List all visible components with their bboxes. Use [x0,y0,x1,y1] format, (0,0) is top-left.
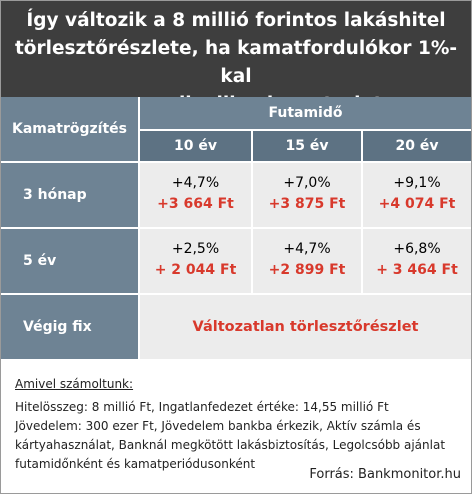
fixed-text: Változatlan törlesztőrészlet [138,295,471,361]
cell: +9,1% +4 074 Ft [361,163,471,229]
notes-heading: Amivel számoltunk: [15,377,134,391]
amount: +3 664 Ft [157,196,234,212]
cell: +7,0% +3 875 Ft [251,163,361,229]
amount: +3 875 Ft [268,196,346,212]
amount: +2 899 Ft [268,262,346,278]
change: +4,7% [283,241,331,257]
cell: +6,8% + 3 464 Ft [361,229,471,295]
source: Forrás: Bankmonitor.hu [309,467,461,482]
amount: +4 074 Ft [378,196,456,212]
cell: +4,7% +2 899 Ft [251,229,361,295]
note-line: Hitelösszeg: 8 millió Ft, Ingatlanfedeze… [15,400,389,414]
notes: Amivel számoltunk: Hitelösszeg: 8 millió… [15,375,465,474]
row-label: Végig fix [1,295,138,361]
title-line: törlesztőrészlete, ha kamatfordulókor 1%… [14,38,458,87]
title: Így változik a 8 millió forintos lakáshi… [1,1,471,115]
column-group: Futamidő [138,97,471,131]
change: +6,8% [393,241,441,257]
cell: +2,5% + 2 044 Ft [138,229,251,295]
row-label: 5 év [1,229,138,295]
amount: + 3 464 Ft [376,262,458,278]
amount: + 2 044 Ft [154,262,237,278]
change: +9,1% [393,175,441,191]
row-label: 3 hónap [1,163,138,229]
cell: +4,7% +3 664 Ft [138,163,251,229]
column-header: 15 év [251,131,361,163]
row-header: Kamatrögzítés [1,97,138,163]
change: +4,7% [171,175,220,191]
change: +2,5% [171,241,220,257]
column-header: 20 év [361,131,471,163]
note-line: Jövedelem: 300 ezer Ft, Jövedelem bankba… [15,419,421,433]
column-header: 10 év [138,131,251,163]
note-line: kártyahasználat, Banknál megkötött lakás… [15,438,446,452]
change: +7,0% [283,175,331,191]
title-line: Így változik a 8 millió forintos lakáshi… [26,10,446,31]
note-line: futamidőnként és kamatperiódusonként [15,457,256,471]
